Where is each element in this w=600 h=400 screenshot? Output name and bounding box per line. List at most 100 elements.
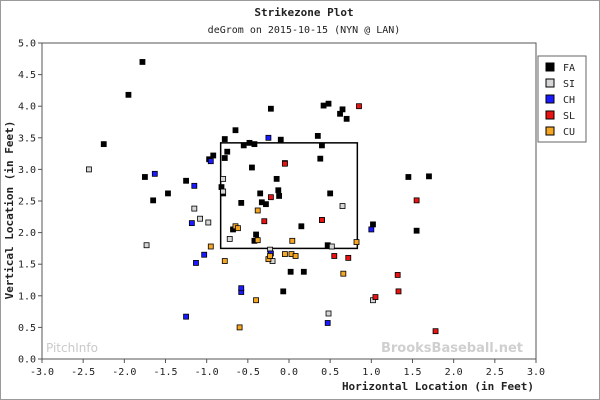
pitch-point-fa — [273, 175, 280, 182]
brooksbaseball-watermark: BrooksBaseball.net — [381, 341, 523, 356]
pitch-point-ch — [151, 170, 158, 177]
legend-swatch-ch — [545, 94, 555, 104]
pitch-point-cu — [253, 297, 259, 304]
x-tick-label: 2.0 — [445, 367, 463, 378]
pitch-point-fa — [405, 174, 412, 180]
pitch-point-sl — [261, 218, 268, 225]
pitch-point-fa — [221, 136, 228, 142]
pitch-point-fa — [150, 197, 157, 204]
legend-label-fa: FA — [563, 63, 575, 74]
pitch-point-si — [328, 243, 335, 250]
pitch-point-ch — [183, 313, 189, 320]
pitch-point-fa — [287, 268, 294, 275]
y-tick-label: 4.0 — [18, 102, 36, 113]
pitch-point-cu — [235, 225, 241, 232]
pitch-point-sl — [413, 197, 420, 204]
x-tick-label: 0.0 — [280, 367, 298, 378]
pitch-point-cu — [281, 251, 288, 257]
plot-area — [41, 42, 537, 360]
pitch-point-fa — [426, 173, 432, 180]
pitch-point-cu — [353, 239, 360, 245]
y-tick-label: 3.0 — [18, 165, 36, 176]
y-tick-label: 1.0 — [18, 291, 36, 302]
pitch-point-si — [143, 242, 150, 249]
y-tick-label: 2.0 — [18, 228, 36, 239]
pitch-point-cu — [289, 237, 296, 244]
y-axis-label: Vertical Location (in Feet) — [3, 121, 16, 300]
y-tick-label: 5.0 — [18, 39, 36, 50]
pitch-points — [86, 59, 439, 335]
pitch-point-fa — [249, 164, 255, 171]
legend-label-cu: CU — [563, 127, 575, 138]
pitch-point-fa — [246, 139, 253, 146]
pitch-point-fa — [370, 221, 376, 228]
pitch-point-fa — [125, 91, 132, 98]
pitch-point-sl — [394, 272, 401, 278]
pitch-point-fa — [275, 187, 282, 194]
chart-title: Strikezone Plot — [254, 6, 353, 19]
pitch-point-fa — [317, 155, 324, 162]
pitch-point-cu — [267, 253, 273, 259]
pitch-point-cu — [221, 258, 228, 264]
pitch-point-sl — [345, 254, 352, 261]
pitch-point-sl — [267, 194, 274, 201]
y-axis-ticks: 0.0 0.5 1.0 1.5 2.0 2.5 3.0 3.5 4.0 4.5 5.0 — [18, 39, 42, 366]
pitch-point-ch — [201, 251, 208, 258]
pitch-point-fa — [224, 148, 231, 155]
pitch-point-sl — [395, 288, 402, 295]
pitch-point-si — [191, 205, 198, 212]
legend-swatch-fa — [545, 62, 555, 72]
pitch-point-si — [86, 166, 92, 173]
x-tick-label: 3.0 — [527, 367, 545, 378]
pitch-point-sl — [356, 103, 362, 110]
pitch-point-fa — [253, 231, 259, 238]
pitch-point-fa — [325, 100, 332, 107]
pitch-point-si — [197, 215, 203, 222]
legend-label-ch: CH — [563, 95, 575, 106]
pitch-point-fa — [238, 199, 245, 206]
pitch-point-cu — [254, 207, 261, 214]
pitch-point-fa — [142, 174, 148, 180]
pitch-point-fa — [277, 136, 284, 143]
pitch-point-cu — [236, 324, 243, 331]
pitch-point-fa — [343, 115, 350, 122]
pitch-point-fa — [267, 105, 274, 112]
pitch-point-fa — [258, 199, 265, 206]
x-tick-label: -2.5 — [71, 367, 95, 378]
pitch-point-si — [325, 310, 332, 317]
pitch-point-fa — [240, 142, 247, 149]
x-tick-label: -1.5 — [153, 367, 177, 378]
pitch-point-ch — [368, 226, 375, 233]
pitch-point-si — [220, 175, 227, 182]
pitch-point-fa — [339, 106, 346, 113]
x-tick-label: -0.5 — [236, 367, 260, 378]
pitch-point-cu — [340, 270, 347, 277]
x-tick-label: 0.5 — [321, 367, 339, 378]
pitch-point-ch — [265, 134, 272, 141]
pitch-point-fa — [314, 133, 321, 139]
pitch-point-fa — [221, 155, 228, 161]
pitch-point-cu — [292, 253, 299, 259]
y-tick-label: 0.0 — [18, 355, 36, 366]
x-tick-label: -3.0 — [30, 367, 54, 378]
pitch-point-ch — [188, 220, 195, 227]
legend: FA SI CH SL CU — [537, 55, 587, 143]
legend-label-sl: SL — [563, 111, 575, 122]
pitch-point-ch — [324, 320, 331, 326]
x-axis-ticks: -3.0 -2.5 -2.0 -1.5 -1.0 -0.5 0.0 0.5 1.0 1.5 2.0 2… — [30, 359, 545, 378]
pitch-point-fa — [165, 190, 171, 197]
pitch-point-ch — [191, 182, 198, 189]
pitch-point-ch — [193, 260, 199, 266]
pitch-point-fa — [210, 152, 217, 159]
pitch-point-fa — [251, 141, 258, 148]
legend-label-si: SI — [563, 79, 575, 90]
pitch-point-fa — [183, 177, 189, 184]
x-tick-label: 2.5 — [486, 367, 504, 378]
pitch-point-fa — [298, 223, 305, 230]
pitch-point-fa — [139, 59, 146, 65]
y-tick-label: 3.5 — [18, 133, 36, 144]
pitch-point-si — [205, 219, 212, 226]
legend-swatch-sl — [545, 110, 555, 120]
y-tick-label: 1.5 — [18, 260, 36, 271]
y-tick-label: 0.5 — [18, 323, 36, 334]
